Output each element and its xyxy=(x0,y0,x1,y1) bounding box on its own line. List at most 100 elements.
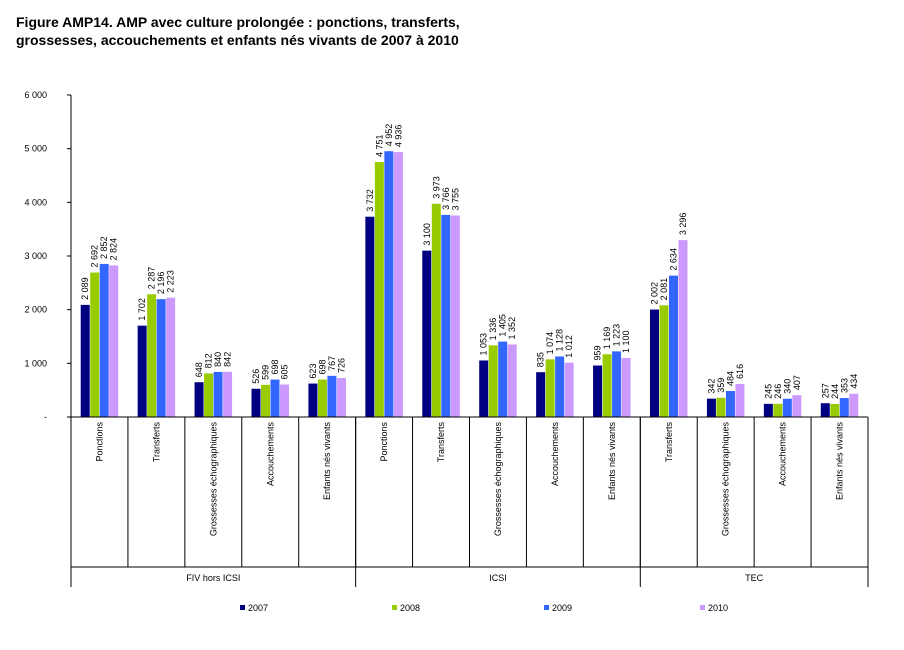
chart-title-line-2: grossesses, accouchements et enfants nés… xyxy=(16,32,459,48)
bar-2007 xyxy=(593,365,603,417)
legend-label-2010: 2010 xyxy=(708,603,728,613)
chart-title-line-1: Figure AMP14. AMP avec culture prolongée… xyxy=(16,14,460,30)
data-label-2008: 599 xyxy=(261,365,271,380)
bar-2010 xyxy=(849,393,859,417)
bar-2009 xyxy=(612,351,622,417)
data-label-2010: 4 936 xyxy=(393,125,403,148)
category-label: Enfants nés vivants xyxy=(607,422,617,501)
category-label: Grossesses échographiques xyxy=(493,422,503,537)
bar-2007 xyxy=(80,304,90,417)
y-tick-label: 6 000 xyxy=(24,90,47,100)
group-label: TEC xyxy=(745,573,764,583)
bar-2007 xyxy=(479,360,489,417)
data-label-2009: 1 128 xyxy=(555,329,565,352)
y-tick-label: 4 000 xyxy=(24,197,47,207)
bar-2008 xyxy=(374,162,384,417)
bar-2007 xyxy=(422,250,432,417)
data-label-2007: 835 xyxy=(536,352,546,367)
data-label-2010: 3 755 xyxy=(450,188,460,211)
legend-label-2007: 2007 xyxy=(248,603,268,613)
bar-2009 xyxy=(270,379,280,417)
category-label: Transferts xyxy=(151,422,161,463)
bar-2010 xyxy=(166,297,176,417)
bar-2010 xyxy=(223,371,233,417)
data-label-2007: 3 100 xyxy=(422,223,432,246)
data-label-2008: 812 xyxy=(204,353,214,368)
data-label-2009: 484 xyxy=(725,371,735,386)
data-label-2008: 1 169 xyxy=(602,327,612,350)
data-label-2008: 2 287 xyxy=(147,267,157,290)
bar-2009 xyxy=(725,391,735,417)
data-label-2008: 3 973 xyxy=(431,176,441,199)
legend-label-2008: 2008 xyxy=(400,603,420,613)
data-label-2010: 605 xyxy=(280,365,290,380)
data-label-2007: 1 702 xyxy=(137,298,147,321)
category-label: Ponctions xyxy=(379,422,389,462)
category-label: Grossesses échographiques xyxy=(208,422,218,537)
y-axis: - 1 000 2 000 3 000 4 000 5 000 6 000 xyxy=(24,90,72,422)
data-label-2010: 616 xyxy=(735,364,745,379)
group-label: ICSI xyxy=(489,573,507,583)
data-label-2008: 244 xyxy=(830,384,840,399)
data-label-2007: 3 732 xyxy=(365,189,375,212)
category-label: Grossesses échographiques xyxy=(721,422,731,537)
bar-2009 xyxy=(384,151,394,417)
data-label-2009: 340 xyxy=(782,379,792,394)
data-label-2009: 3 766 xyxy=(441,187,451,210)
bar-2008 xyxy=(659,305,669,417)
category-label: Accouchements xyxy=(550,422,560,487)
bar-2009 xyxy=(839,398,849,417)
chart-title: Figure AMP14. AMP avec culture prolongée… xyxy=(16,13,876,49)
category-label: Transferts xyxy=(664,422,674,463)
data-label-2009: 1 405 xyxy=(498,314,508,337)
bar-2010 xyxy=(735,383,745,417)
y-tick-label: 5 000 xyxy=(24,144,47,154)
data-label-2010: 434 xyxy=(849,374,859,389)
bar-2010 xyxy=(393,152,403,418)
category-label: Accouchements xyxy=(265,422,275,487)
bar-2010 xyxy=(336,378,346,417)
bar-2008 xyxy=(716,397,726,417)
data-label-2010: 3 296 xyxy=(678,213,688,236)
data-label-2009: 2 196 xyxy=(156,272,166,295)
legend-label-2009: 2009 xyxy=(552,603,572,613)
category-label: Enfants nés vivants xyxy=(835,422,845,501)
legend: 2007 2008 2009 2010 xyxy=(240,603,728,613)
data-label-2009: 353 xyxy=(839,378,849,393)
data-label-2007: 623 xyxy=(308,364,318,379)
data-label-2008: 359 xyxy=(716,378,726,393)
data-label-2010: 1 352 xyxy=(507,317,517,340)
data-label-2008: 4 751 xyxy=(374,134,384,157)
bar-2008 xyxy=(431,203,441,417)
bar-2009 xyxy=(327,375,337,417)
x-axis: Ponctions Transferts Grossesses échographi… xyxy=(70,416,869,587)
bar-2008 xyxy=(830,403,840,417)
bar-2007 xyxy=(763,403,773,417)
data-label-2007: 526 xyxy=(251,369,261,384)
data-label-2009: 2 634 xyxy=(669,248,679,271)
bar-2007 xyxy=(536,372,546,417)
category-label: Ponctions xyxy=(94,422,104,462)
data-label-2010: 842 xyxy=(223,352,233,367)
legend-swatch-2009 xyxy=(544,605,549,610)
data-label-2009: 840 xyxy=(213,352,223,367)
bar-2008 xyxy=(602,354,612,417)
data-label-2007: 648 xyxy=(194,362,204,377)
bar-2009 xyxy=(441,214,451,417)
data-label-2008: 2 081 xyxy=(659,278,669,301)
data-label-2007: 2 002 xyxy=(650,282,660,305)
bar-2009 xyxy=(669,275,678,417)
bar-2010 xyxy=(678,240,688,417)
data-label-2008: 246 xyxy=(773,384,783,399)
bar-2008 xyxy=(317,379,327,417)
bar-2010 xyxy=(564,362,574,417)
bar-2007 xyxy=(137,325,147,417)
bar-2010 xyxy=(109,265,119,417)
data-label-2008: 1 336 xyxy=(488,318,498,341)
group-label: FIV hors ICSI xyxy=(186,573,240,583)
data-label-2010: 726 xyxy=(336,358,346,373)
data-label-2010: 1 012 xyxy=(564,335,574,358)
legend-swatch-2007 xyxy=(240,605,245,610)
data-label-2008: 698 xyxy=(317,360,327,375)
